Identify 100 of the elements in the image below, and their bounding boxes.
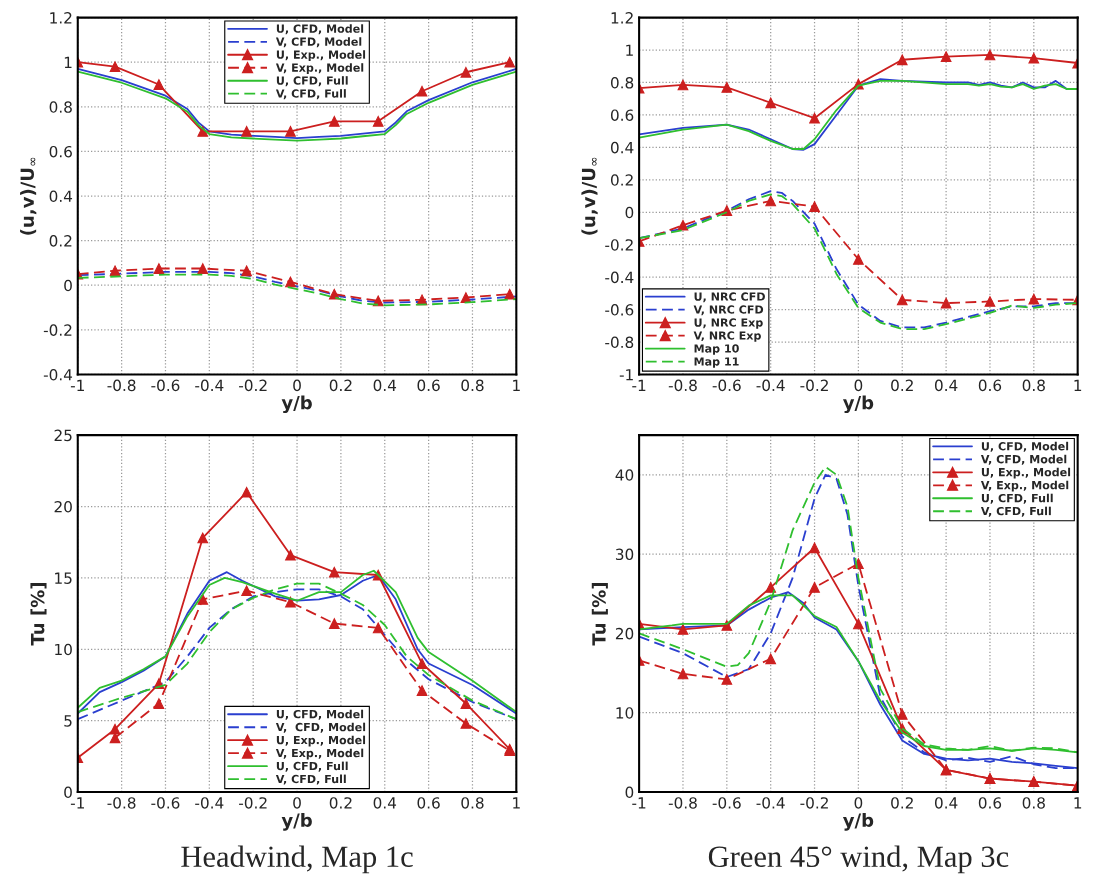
legend-label: V, Exp., Model [980, 480, 1069, 492]
y-axis-title: (u,v)/U$_{∞}$ [581, 157, 598, 235]
y-tick-label: 1.2 [50, 12, 72, 24]
legend-label: U, NRC CFD [694, 292, 765, 303]
legend-label: V, CFD, Model [980, 454, 1067, 465]
x-tick-label: 0.8 [461, 797, 484, 809]
legend-label: V, CFD, Full [275, 89, 346, 100]
x-tick-label: -0.6 [151, 797, 180, 809]
legend-label: V, CFD, Full [980, 506, 1051, 517]
legend-label: U, NRC Exp [694, 318, 763, 329]
legend-label: V, CFD, Full [275, 774, 346, 785]
legend-label: U, CFD, Model [981, 441, 1069, 452]
y-tick-label: -0.4 [605, 271, 634, 284]
x-tick-label: -0.6 [712, 379, 741, 392]
y-tick-label: 10 [616, 707, 634, 719]
x-tick-label: -0.8 [107, 797, 136, 809]
y-tick-label: -0.2 [43, 324, 72, 336]
legend-label: U, Exp., Model [276, 735, 366, 747]
x-tick-label: 1 [1074, 797, 1082, 809]
y-tick-label: 1 [64, 56, 72, 69]
y-tick-label: 20 [54, 500, 72, 513]
x-axis-title: y/b [842, 395, 874, 414]
legend-label: V, CFD, Model [275, 722, 366, 733]
x-tick-label: -0.4 [195, 379, 224, 392]
x-tick-label: 0.4 [934, 797, 958, 809]
y-tick-label: 0 [625, 786, 634, 799]
y-tick-label: -0.2 [605, 239, 633, 251]
x-tick-label: -0.8 [107, 379, 136, 392]
x-tick-label: 1 [513, 797, 520, 809]
x-tick-label: 0.2 [891, 379, 913, 392]
y-axis-title: (u,v)/U$_{∞}$ [20, 157, 37, 235]
y-tick-label: 40 [615, 469, 634, 481]
x-tick-label: 0.4 [373, 797, 397, 809]
legend-label: V, Exp., Model [275, 748, 364, 760]
legend-label: U, CFD, Full [276, 761, 348, 772]
y-tick-label: 0.6 [49, 145, 72, 158]
y-tick-label: -1 [619, 369, 633, 381]
legend-label: U, CFD, Model [276, 24, 364, 35]
x-tick-label: 0.2 [329, 379, 352, 392]
y-tick-label: 0.4 [49, 190, 73, 203]
x-tick-label: 0.8 [461, 379, 484, 392]
x-tick-label: -0.4 [756, 379, 785, 392]
text: Headwind, Map 1c [181, 845, 413, 874]
y-tick-label: 15 [55, 572, 72, 584]
x-tick-label: 1 [513, 379, 520, 391]
legend-label: V, CFD, Model [275, 37, 362, 48]
y-tick-label: -0.6 [605, 304, 634, 316]
legend-label: Map 11 [694, 357, 739, 368]
x-tick-label: 0 [293, 379, 301, 392]
x-tick-label: 0.6 [417, 379, 440, 392]
legend-label: U, CFD, Full [276, 76, 348, 87]
x-axis-title: y/b [281, 395, 312, 414]
x-tick-label: -0.2 [239, 379, 267, 392]
legend-label: Map 10 [694, 344, 739, 355]
x-tick-label: 0 [854, 379, 863, 392]
legend-label: U, Exp., Model [276, 50, 366, 61]
x-tick-label: 0.2 [329, 797, 352, 809]
x-tick-label: 0.6 [417, 797, 440, 809]
x-axis-title: y/b [281, 813, 312, 831]
y-tick-label: 0.8 [49, 101, 72, 113]
y-tick-label: 25 [54, 429, 72, 442]
x-tick-label: 0.4 [934, 379, 958, 392]
y-tick-label: 1 [626, 44, 633, 56]
x-tick-label: -0.8 [668, 379, 697, 392]
y-tick-label: 1.2 [611, 12, 633, 24]
legend-label: U, CFD, Full [981, 493, 1053, 504]
y-tick-label: -0.4 [43, 368, 73, 381]
x-tick-label: 0.6 [978, 797, 1002, 809]
x-tick-label: -0.2 [800, 797, 828, 809]
x-tick-label: 0 [293, 797, 301, 809]
y-tick-label: 10 [55, 643, 72, 656]
x-tick-label: 0.8 [1022, 379, 1045, 392]
y-tick-label: 0 [625, 206, 634, 219]
legend-label: V, NRC CFD [693, 305, 764, 316]
x-tick-label: 0 [854, 797, 863, 809]
x-tick-label: -0.4 [756, 797, 785, 809]
legend-label: U, Exp., Model [981, 467, 1071, 479]
x-tick-label: 0.6 [978, 379, 1002, 392]
y-tick-label: 0.2 [49, 235, 72, 247]
x-tick-label: -0.2 [239, 797, 267, 809]
y-tick-label: 5 [64, 715, 72, 727]
x-tick-label: 0.8 [1022, 797, 1045, 809]
y-tick-label: -0.8 [605, 336, 634, 349]
y-tick-label: 0 [64, 786, 72, 799]
x-tick-label: -0.6 [712, 797, 741, 809]
y-axis-title: Tu [%] [591, 583, 608, 646]
y-tick-label: 0.2 [610, 174, 633, 186]
x-tick-label: -0.2 [800, 379, 828, 392]
x-tick-label: 1 [1074, 379, 1082, 391]
y-tick-label: 0.4 [610, 141, 634, 154]
x-tick-label: 0.2 [891, 797, 913, 809]
y-tick-label: 20 [615, 627, 634, 640]
x-axis-title: y/b [842, 813, 874, 831]
legend-label: V, Exp., Model [275, 63, 364, 74]
x-tick-label: -0.4 [195, 797, 224, 809]
y-tick-label: 0.8 [610, 76, 634, 89]
text: Green 45° wind, Map 3c [708, 845, 1009, 874]
y-axis-title: Tu [%] [30, 583, 47, 646]
y-tick-label: 0 [64, 279, 72, 292]
legend-label: U, CFD, Model [276, 709, 364, 720]
